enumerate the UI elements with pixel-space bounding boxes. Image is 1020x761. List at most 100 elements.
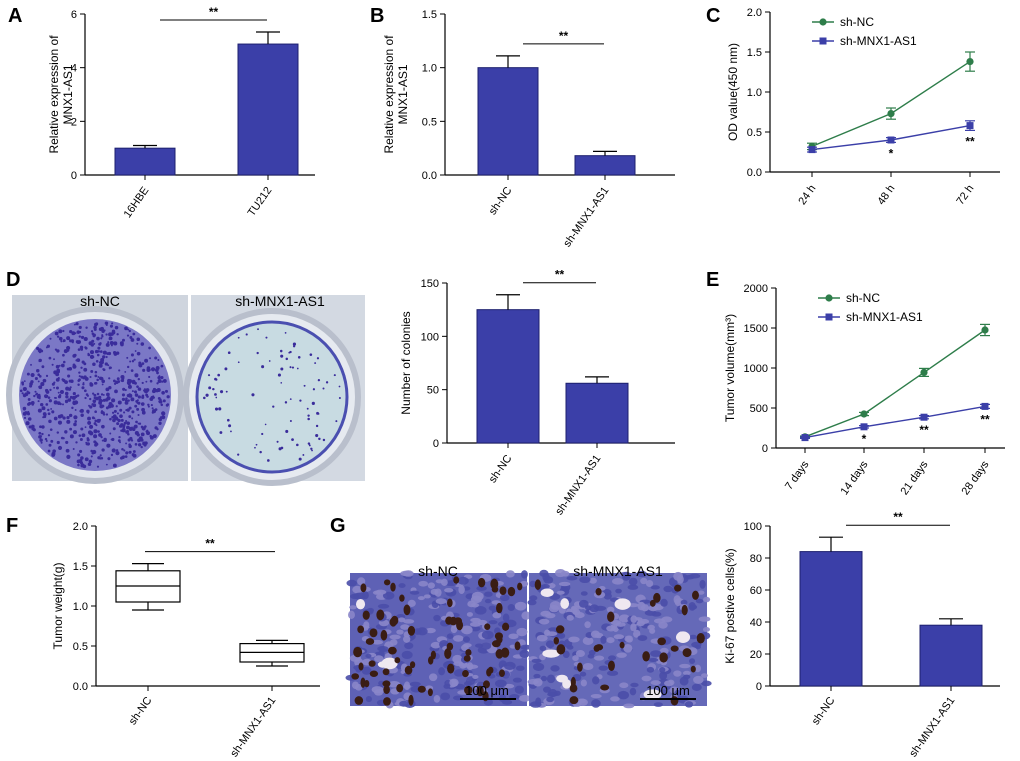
- colony-dot: [94, 410, 97, 414]
- colony-dot: [96, 465, 100, 468]
- ki67-positive-nucleus: [360, 677, 366, 688]
- tissue-cell: [558, 581, 571, 587]
- colony-dot: [146, 366, 151, 370]
- y-tick-label: 50: [427, 385, 439, 397]
- colony-dot: [100, 326, 104, 331]
- tissue-cell: [658, 621, 668, 629]
- ki67-positive-nucleus: [396, 684, 404, 693]
- colony-dot: [333, 374, 336, 377]
- colony-dot: [120, 423, 124, 427]
- ki67-positive-nucleus: [351, 673, 360, 680]
- colony-dot: [280, 382, 283, 384]
- tissue-cell: [417, 596, 425, 601]
- colony-dot: [59, 390, 64, 395]
- tissue-cell: [518, 694, 531, 702]
- colony-dot: [162, 412, 166, 416]
- colony-dot: [126, 356, 129, 359]
- colony-dot: [98, 363, 103, 368]
- colony-dot: [72, 400, 75, 403]
- colony-dot: [285, 429, 289, 433]
- point-marker: [966, 58, 974, 66]
- panel-letter-g: G: [330, 515, 346, 537]
- colony-dot: [93, 422, 97, 426]
- colony-dot: [147, 405, 150, 408]
- ki67-positive-nucleus: [595, 588, 602, 596]
- colony-dot: [114, 325, 119, 330]
- colony-dot: [69, 339, 72, 343]
- tissue-cell: [444, 588, 454, 593]
- colony-dot: [95, 359, 99, 363]
- colony-dot: [84, 396, 87, 400]
- y-tick-label: 0.5: [422, 116, 437, 128]
- colony-dot: [76, 358, 81, 363]
- colony-dot: [112, 427, 116, 431]
- colony-dot: [66, 454, 71, 459]
- colony-dot: [39, 438, 43, 442]
- ki67-positive-nucleus: [449, 616, 458, 626]
- tissue-cell: [535, 697, 542, 706]
- colony-dot: [122, 426, 126, 429]
- colony-dot: [128, 329, 131, 333]
- y-tick-label: 2: [71, 116, 77, 128]
- colony-dot: [72, 430, 77, 435]
- colony-dot: [77, 383, 80, 386]
- tissue-cell: [488, 620, 498, 625]
- colony-dot: [121, 428, 126, 433]
- ki67-positive-nucleus: [649, 599, 656, 607]
- image-label-sh-mnx1-as1: sh-MNX1-AS1: [235, 293, 325, 309]
- colony-dot: [109, 432, 112, 435]
- colony-dot: [68, 379, 72, 383]
- ki67-positive-nucleus: [389, 617, 397, 627]
- colony-dot: [315, 433, 319, 438]
- legend-marker: [819, 18, 827, 26]
- tissue-cell: [398, 583, 406, 589]
- tissue-cell: [566, 614, 574, 621]
- colony-dot: [133, 358, 136, 361]
- colony-dot: [315, 424, 319, 428]
- tissue-cell: [427, 582, 435, 589]
- colony-dot: [137, 395, 141, 399]
- tissue-cell: [400, 570, 412, 577]
- colony-dot: [141, 362, 145, 365]
- colony-dot: [276, 440, 279, 443]
- colony-dot: [103, 437, 107, 442]
- tissue-cell: [471, 591, 484, 601]
- panel-letter-c: C: [706, 5, 720, 27]
- tissue-cell: [659, 667, 666, 673]
- colony-dot: [87, 353, 91, 357]
- colony-dot: [131, 360, 135, 363]
- tissue-cell: [403, 681, 411, 691]
- tissue-cell: [527, 679, 539, 685]
- colony-dot: [74, 409, 77, 411]
- colony-dot: [62, 353, 65, 357]
- tissue-cell: [463, 643, 472, 648]
- colony-dot: [157, 378, 162, 383]
- colony-dot: [158, 421, 162, 425]
- tissue-cell: [544, 629, 551, 636]
- tissue-cell: [453, 669, 465, 677]
- tissue-cell: [600, 635, 607, 644]
- tissue-cell: [382, 591, 395, 600]
- tissue-cell: [612, 578, 624, 585]
- ki67-positive-nucleus: [498, 669, 505, 678]
- tissue-cell: [435, 579, 444, 584]
- colony-dot: [338, 396, 341, 400]
- tissue-cell: [703, 596, 711, 603]
- colony-dot: [57, 376, 60, 380]
- legend-label: sh-MNX1-AS1: [840, 34, 917, 48]
- colony-dot: [160, 376, 164, 380]
- tissue-cell: [403, 619, 415, 624]
- ki67-positive-nucleus: [368, 660, 376, 667]
- colony-dot: [28, 402, 32, 405]
- tissue-cell: [636, 570, 648, 578]
- colony-dot: [289, 419, 292, 422]
- colony-dot: [67, 398, 72, 402]
- x-tick-label: sh-NC: [487, 453, 515, 485]
- colony-dot: [134, 404, 138, 408]
- colony-dot: [119, 341, 124, 346]
- colony-dot: [110, 438, 113, 441]
- colony-dot: [86, 438, 90, 442]
- colony-dot: [92, 392, 95, 395]
- colony-dot: [77, 463, 80, 467]
- y-axis-label: Tumor weight(g): [51, 563, 65, 650]
